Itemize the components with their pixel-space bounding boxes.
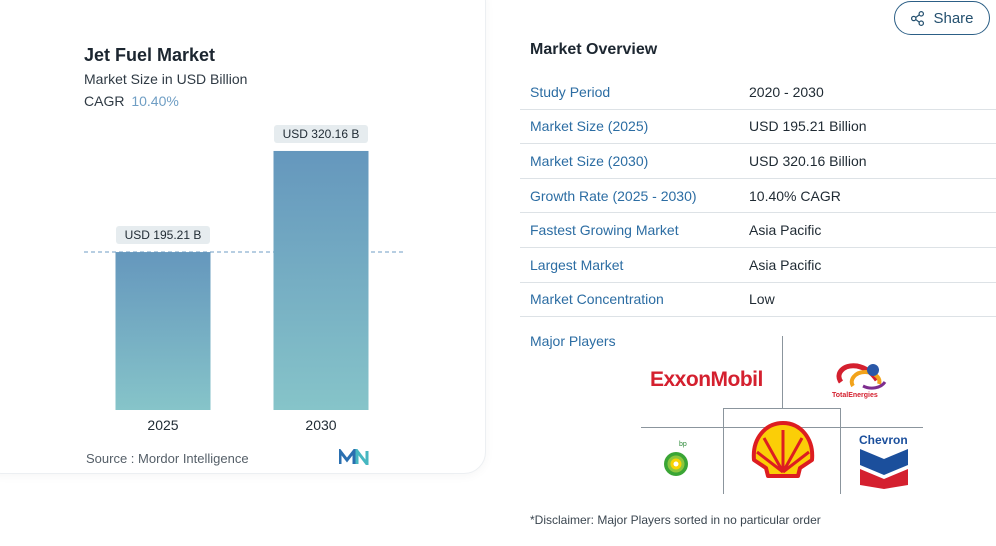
bar-2025[interactable] bbox=[115, 252, 211, 410]
mordor-intelligence-logo-icon bbox=[339, 449, 369, 465]
cagr-value: 10.40% bbox=[131, 93, 179, 109]
exxonmobil-logo[interactable]: ExxonMobil bbox=[650, 368, 763, 391]
overview-table: Study Period 2020 - 2030 Market Size (20… bbox=[520, 75, 996, 318]
share-button[interactable]: Share bbox=[894, 1, 990, 35]
shell-logo-icon[interactable] bbox=[750, 420, 816, 482]
totalenergies-logo-icon[interactable] bbox=[833, 360, 889, 392]
players-divider bbox=[840, 408, 841, 494]
x-tick-label: 2025 bbox=[147, 417, 178, 433]
players-divider bbox=[723, 408, 841, 409]
x-tick-label: 2030 bbox=[305, 417, 336, 433]
chevron-label: Chevron bbox=[859, 433, 908, 447]
overview-label[interactable]: Study Period bbox=[530, 83, 611, 100]
source-text: Source : Mordor Intelligence bbox=[86, 451, 249, 466]
overview-value: Asia Pacific bbox=[749, 222, 822, 239]
chart-subtitle: Market Size in USD Billion bbox=[84, 71, 248, 87]
overview-label[interactable]: Market Size (2030) bbox=[530, 152, 649, 169]
overview-value: USD 195.21 Billion bbox=[749, 118, 867, 135]
players-divider bbox=[723, 408, 724, 494]
overview-label[interactable]: Fastest Growing Market bbox=[530, 222, 679, 239]
overview-row: Study Period 2020 - 2030 bbox=[520, 75, 996, 110]
chevron-logo-icon[interactable] bbox=[858, 447, 910, 489]
overview-value: Low bbox=[749, 291, 775, 308]
share-label: Share bbox=[933, 9, 974, 27]
disclaimer-text: *Disclaimer: Major Players sorted in no … bbox=[530, 513, 821, 527]
overview-row: Market Size (2030) USD 320.16 Billion bbox=[520, 144, 996, 179]
major-players-label[interactable]: Major Players bbox=[530, 333, 616, 349]
bar-value-label: USD 195.21 B bbox=[125, 228, 202, 242]
bp-logo-icon[interactable] bbox=[662, 450, 690, 478]
bar-value-label: USD 320.16 B bbox=[283, 127, 360, 141]
overview-value: 10.40% CAGR bbox=[749, 187, 841, 204]
overview-row: Largest Market Asia Pacific bbox=[520, 248, 996, 283]
overview-label[interactable]: Largest Market bbox=[530, 256, 624, 273]
overview-row: Market Size (2025) USD 195.21 Billion bbox=[520, 110, 996, 145]
bp-label: bp bbox=[679, 441, 687, 448]
chart-title: Jet Fuel Market bbox=[84, 45, 216, 65]
overview-label[interactable]: Market Size (2025) bbox=[530, 118, 649, 135]
chart-card bbox=[0, 0, 486, 474]
bar-2030[interactable] bbox=[273, 150, 369, 410]
share-icon bbox=[911, 10, 925, 26]
overview-row: Market Concentration Low bbox=[520, 283, 996, 318]
overview-row: Fastest Growing Market Asia Pacific bbox=[520, 213, 996, 248]
bar-value-label-bg bbox=[274, 124, 368, 143]
overview-label[interactable]: Growth Rate (2025 - 2030) bbox=[530, 187, 697, 204]
bar-value-label-bg bbox=[116, 226, 210, 245]
overview-row: Growth Rate (2025 - 2030) 10.40% CAGR bbox=[520, 179, 996, 214]
overview-value: 2020 - 2030 bbox=[749, 83, 824, 100]
cagr-label: CAGR bbox=[84, 93, 125, 109]
overview-label[interactable]: Market Concentration bbox=[530, 291, 664, 308]
overview-value: Asia Pacific bbox=[749, 256, 822, 273]
bar-chart: USD 195.21 B 2025 USD 320.16 B 2030 bbox=[84, 124, 404, 433]
overview-title: Market Overview bbox=[530, 41, 658, 58]
cagr: CAGR 10.40% bbox=[84, 93, 179, 109]
players-divider bbox=[782, 336, 783, 408]
overview-value: USD 320.16 Billion bbox=[749, 152, 867, 169]
totalenergies-label: TotalEnergies bbox=[832, 392, 878, 399]
